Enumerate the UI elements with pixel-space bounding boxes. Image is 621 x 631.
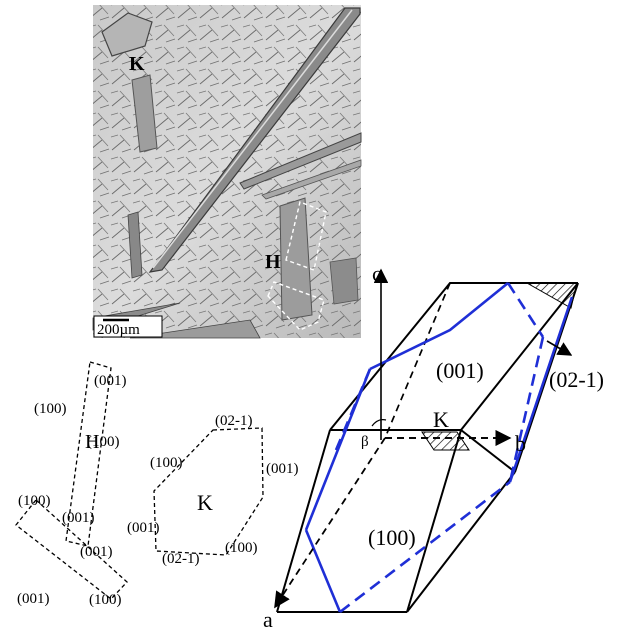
sketch-h-face-100-lower-left: (100) xyxy=(18,493,51,509)
sketch-h-face-001-top: (001) xyxy=(94,373,127,389)
unit-cell-hatched-facet-middle xyxy=(421,431,470,451)
sketch-h-face-001-bottom: (001) xyxy=(17,591,50,607)
sketch-h-face-001-middle: (001) xyxy=(62,510,95,526)
unit-cell-crystal-label: K xyxy=(433,407,449,432)
sketch-k-outline xyxy=(153,427,264,556)
axis-b-label: b xyxy=(515,431,526,456)
face-label-001: (001) xyxy=(436,358,484,383)
sketch-k-face-02-1-bottom: (02-1) xyxy=(162,551,200,567)
sketch-h-face-100-bottom: (100) xyxy=(89,592,122,608)
sketch-h xyxy=(15,361,128,600)
unit-cell-hidden-edge-1 xyxy=(384,282,451,439)
micrograph: 200µm K H xyxy=(92,5,362,339)
axis-a-label: a xyxy=(263,607,273,631)
micrograph-crystal-h-body xyxy=(279,197,313,321)
axis-c-label: c xyxy=(372,261,382,286)
face-label-100: (100) xyxy=(368,525,416,550)
sketch-k-face-100-bottom: (100) xyxy=(225,540,258,556)
face-label-02-1: (02-1) xyxy=(549,367,604,392)
sketch-k-face-001-left: (001) xyxy=(127,520,160,536)
micrograph-crystal-k-body xyxy=(131,74,158,153)
micrograph-label-h: H xyxy=(265,251,281,273)
micrograph-needle-highlight xyxy=(152,9,353,269)
axis-a-arrow xyxy=(274,437,386,609)
beta-angle-arc xyxy=(371,419,387,427)
micrograph-needle-6 xyxy=(127,211,143,279)
unit-cell-edge-left-vertical xyxy=(276,429,331,613)
unit-cell-crystal-outline xyxy=(304,281,574,614)
unit-cell-edge-front-right xyxy=(406,429,462,613)
sketch-h-face-100-right: (100) xyxy=(87,434,120,450)
sketch-h-face-001-lower: (001) xyxy=(80,544,113,560)
sketch-h-face-100-left: (100) xyxy=(34,401,67,417)
sketch-k-label: K xyxy=(197,490,213,515)
micrograph-large-needle xyxy=(148,7,361,273)
crystal-outline-right-dashed xyxy=(508,336,545,483)
sketch-h-lower-crystal xyxy=(15,499,128,600)
sketch-k-face-02-1-top: (02-1) xyxy=(215,413,253,429)
sketch-k-face-100-left: (100) xyxy=(150,455,183,471)
unit-cell-edge-bottom-right xyxy=(406,471,516,613)
sketch-h-labels: (001) (100) (100) (100) (001) (001) (001… xyxy=(17,373,127,608)
micrograph-h-dashed-outline-2 xyxy=(267,281,325,331)
crystal-outline-top-right-dashed xyxy=(506,282,545,338)
unit-cell: c b a β K (001) (100) (02-1) xyxy=(263,261,604,631)
micrograph-label-k: K xyxy=(129,53,145,75)
sketch-h-upper-crystal xyxy=(65,361,112,547)
micrograph-crystal-k-plate xyxy=(101,12,153,57)
crystal-outline-bottom-left-solid xyxy=(304,529,342,613)
micrograph-needle-3 xyxy=(261,159,362,200)
face-normal-02-1-arrow xyxy=(546,340,573,356)
scale-bar-label: 200µm xyxy=(97,322,140,338)
sketch-k-labels: (02-1) (100) (001) (001) (100) (02-1) K xyxy=(127,413,299,567)
crystal-outline-left-dashed xyxy=(334,368,372,451)
unit-cell-edge-inner-right xyxy=(460,429,516,473)
crystal-outline-bottom-dashed xyxy=(339,480,511,614)
unit-cell-edge-middle-right xyxy=(460,282,579,431)
micrograph-crystal-h-side xyxy=(329,257,359,305)
crystal-outline-right-solid xyxy=(508,296,574,483)
sketch-k-face-001-right: (001) xyxy=(266,461,299,477)
sketch-h-label: H xyxy=(85,431,99,453)
crystal-outline-top-solid xyxy=(369,281,509,371)
micrograph-needle-2 xyxy=(239,132,362,190)
beta-angle-label: β xyxy=(361,434,369,450)
micrograph-h-dashed-outline-1 xyxy=(285,201,327,271)
unit-cell-edge-top-left xyxy=(329,282,578,431)
